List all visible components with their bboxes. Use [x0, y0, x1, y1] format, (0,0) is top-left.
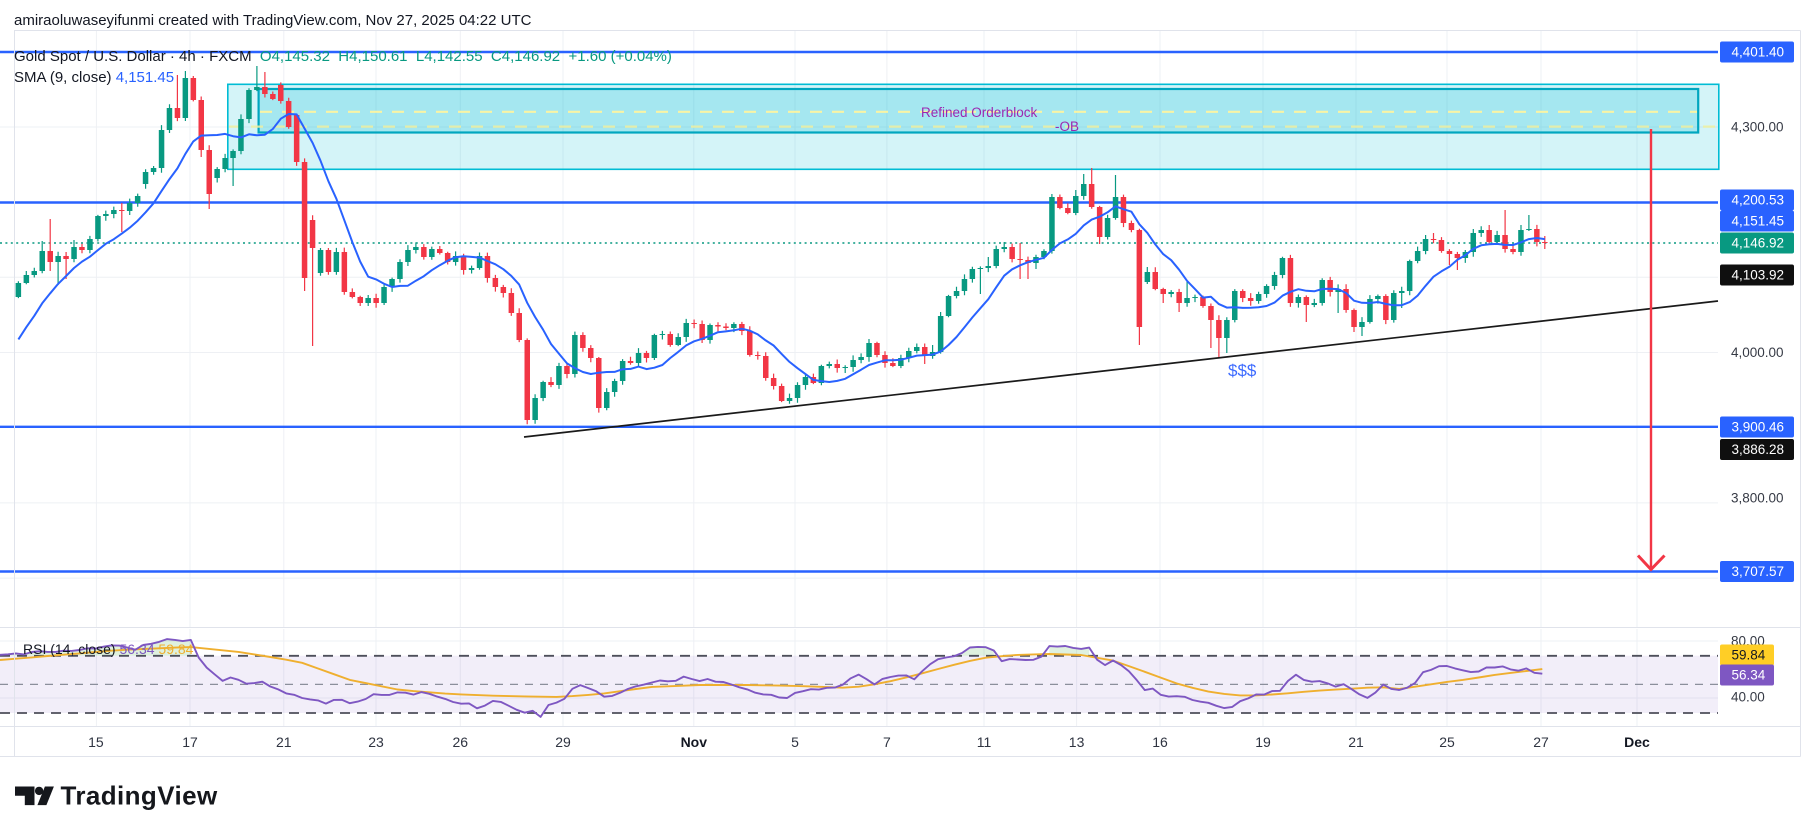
- svg-text:4,200.53: 4,200.53: [1732, 193, 1785, 208]
- svg-text:40.00: 40.00: [1731, 690, 1765, 705]
- svg-text:17: 17: [182, 734, 198, 750]
- svg-text:-OB: -OB: [1055, 119, 1079, 134]
- svg-text:4,146.92: 4,146.92: [1732, 236, 1785, 251]
- svg-text:59.84: 59.84: [1732, 648, 1766, 663]
- svg-text:4,000.00: 4,000.00: [1731, 345, 1784, 360]
- svg-text:21: 21: [1348, 734, 1364, 750]
- svg-text:27: 27: [1533, 734, 1549, 750]
- svg-text:4,300.00: 4,300.00: [1731, 120, 1784, 135]
- svg-text:7: 7: [883, 734, 891, 750]
- svg-text:Nov: Nov: [681, 734, 708, 750]
- svg-text:26: 26: [453, 734, 469, 750]
- svg-text:13: 13: [1069, 734, 1085, 750]
- svg-text:3,707.57: 3,707.57: [1732, 564, 1785, 579]
- svg-text:Dec: Dec: [1624, 734, 1650, 750]
- svg-text:11: 11: [977, 734, 992, 750]
- svg-text:RSI (14, close) 56.34 59.84: RSI (14, close) 56.34 59.84: [23, 641, 194, 657]
- svg-text:29: 29: [555, 734, 571, 750]
- svg-text:3,900.46: 3,900.46: [1732, 420, 1785, 435]
- svg-text:56.34: 56.34: [1732, 668, 1766, 683]
- svg-text:$$$: $$$: [1228, 361, 1257, 380]
- svg-text:SMA (9, close) 4,151.45: SMA (9, close) 4,151.45: [14, 69, 174, 86]
- svg-text:3,800.00: 3,800.00: [1731, 491, 1784, 506]
- svg-text:4,151.45: 4,151.45: [1732, 214, 1785, 229]
- svg-text:3,886.28: 3,886.28: [1732, 442, 1785, 457]
- svg-text:23: 23: [368, 734, 384, 750]
- svg-text:19: 19: [1255, 734, 1271, 750]
- svg-text:15: 15: [88, 734, 104, 750]
- svg-text:4,401.40: 4,401.40: [1732, 45, 1785, 60]
- svg-text:TradingView: TradingView: [61, 781, 218, 811]
- svg-text:16: 16: [1152, 734, 1168, 750]
- svg-text:amiraoluwaseyifunmi created wi: amiraoluwaseyifunmi created with Trading…: [14, 12, 532, 29]
- svg-text:21: 21: [276, 734, 292, 750]
- svg-text:25: 25: [1439, 734, 1455, 750]
- svg-text:Gold Spot / U.S. Dollar · 4h ·: Gold Spot / U.S. Dollar · 4h · FXCM O4,1…: [14, 48, 672, 65]
- svg-text:5: 5: [791, 734, 799, 750]
- svg-text:4,103.92: 4,103.92: [1732, 268, 1785, 283]
- svg-text:Refined Orderblock: Refined Orderblock: [921, 105, 1038, 120]
